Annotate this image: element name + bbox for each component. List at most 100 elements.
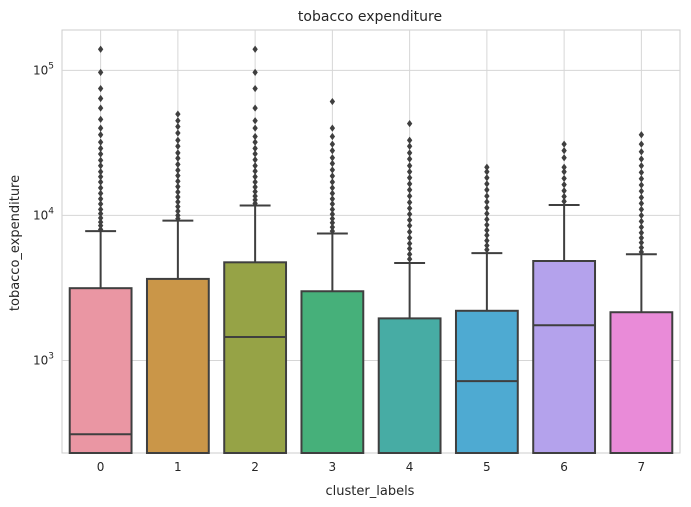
outlier-point <box>329 215 336 223</box>
box-group-6 <box>532 140 597 454</box>
y-tick-exponent: 4 <box>48 206 54 216</box>
outlier-point <box>484 241 490 250</box>
outlier-point <box>561 181 567 189</box>
outlier-point <box>406 204 413 212</box>
box-group-3 <box>300 97 365 455</box>
outlier-point <box>329 154 336 162</box>
y-tick-label: 103 <box>33 351 54 367</box>
outlier-point <box>97 209 104 218</box>
outlier-point <box>329 200 336 208</box>
outlier-point <box>329 210 336 218</box>
outlier-point <box>252 167 258 175</box>
outlier-point <box>484 174 490 182</box>
outlier-point <box>175 211 181 220</box>
outlier-point <box>561 174 567 183</box>
outlier-point <box>175 149 181 157</box>
outlier-point <box>561 146 567 155</box>
y-tick-exponent: 3 <box>48 351 54 361</box>
outlier-point <box>406 210 413 218</box>
outlier-point <box>484 221 490 229</box>
outlier-point <box>329 219 336 227</box>
box-group-0 <box>68 45 133 454</box>
outlier-point <box>406 216 413 224</box>
outlier-point <box>406 119 413 128</box>
x-tick-label: 3 <box>329 460 337 474</box>
x-tick-label: 5 <box>483 460 491 474</box>
outlier-point <box>329 227 336 235</box>
outlier-point <box>406 149 413 157</box>
outlier-point <box>175 183 181 191</box>
outlier-point <box>638 211 645 220</box>
outlier-point <box>97 168 104 176</box>
x-axis-ticks: 0 1 2 3 4 5 6 7 <box>97 460 645 474</box>
outlier-point <box>252 132 258 141</box>
outlier-point <box>97 150 104 158</box>
outlier-point <box>97 84 104 93</box>
outlier-point <box>638 187 645 195</box>
outlier-point <box>252 45 258 53</box>
outlier-point <box>175 198 181 206</box>
outlier-point <box>175 129 181 137</box>
x-tick-label: 6 <box>560 460 568 474</box>
outlier-point <box>175 172 181 180</box>
outlier-point <box>329 132 336 141</box>
outlier-point <box>97 214 104 222</box>
outlier-point <box>638 140 645 148</box>
outlier-point <box>406 198 413 206</box>
outlier-point <box>329 97 336 106</box>
outlier-point <box>484 204 490 212</box>
box-group-4 <box>377 119 442 454</box>
y-axis-label: tobacco_expenditure <box>8 175 23 311</box>
outlier-point <box>406 255 413 263</box>
outlier-point <box>97 144 104 152</box>
outlier-point <box>406 186 413 194</box>
box-group-1 <box>145 110 210 455</box>
outlier-point <box>638 199 645 208</box>
outlier-point <box>97 138 104 146</box>
outlier-point <box>97 162 104 170</box>
outlier-point <box>638 238 645 247</box>
outlier-point <box>175 207 181 215</box>
chart-title: tobacco expenditure <box>298 9 442 25</box>
outlier-point <box>252 162 258 170</box>
outlier-point <box>97 184 104 192</box>
outlier-point <box>638 148 645 156</box>
outlier-point <box>638 162 645 170</box>
outlier-point <box>484 198 490 206</box>
outlier-point <box>329 205 336 214</box>
outlier-point <box>97 195 104 203</box>
outlier-point <box>175 117 181 125</box>
outlier-point <box>484 192 490 200</box>
outlier-point <box>252 84 258 93</box>
outlier-point <box>484 209 490 218</box>
y-tick-label: 104 <box>33 206 54 222</box>
outlier-point <box>638 217 645 225</box>
y-tick-base: 10 <box>33 208 48 222</box>
y-tick-base: 10 <box>33 63 48 77</box>
outlier-point <box>561 197 567 205</box>
outlier-point <box>561 187 567 195</box>
box <box>532 260 597 454</box>
outlier-point <box>97 205 104 214</box>
boxes <box>68 45 674 455</box>
outlier-point <box>406 192 413 200</box>
outlier-point <box>97 189 104 197</box>
outlier-point <box>484 246 490 254</box>
outlier-point <box>484 180 490 188</box>
outlier-point <box>406 239 413 248</box>
outlier-point <box>561 154 567 162</box>
outlier-point <box>406 174 413 182</box>
outlier-point <box>97 124 104 132</box>
outlier-point <box>97 45 104 53</box>
outlier-point <box>175 136 181 144</box>
outlier-point <box>97 173 104 181</box>
outlier-point <box>97 156 104 164</box>
box <box>300 290 365 455</box>
outlier-point <box>175 193 181 201</box>
outlier-point <box>406 162 413 170</box>
outlier-point <box>406 234 413 242</box>
outlier-point <box>406 250 413 258</box>
outlier-point <box>252 188 258 196</box>
x-tick-label: 0 <box>97 460 105 474</box>
outlier-point <box>406 155 413 163</box>
